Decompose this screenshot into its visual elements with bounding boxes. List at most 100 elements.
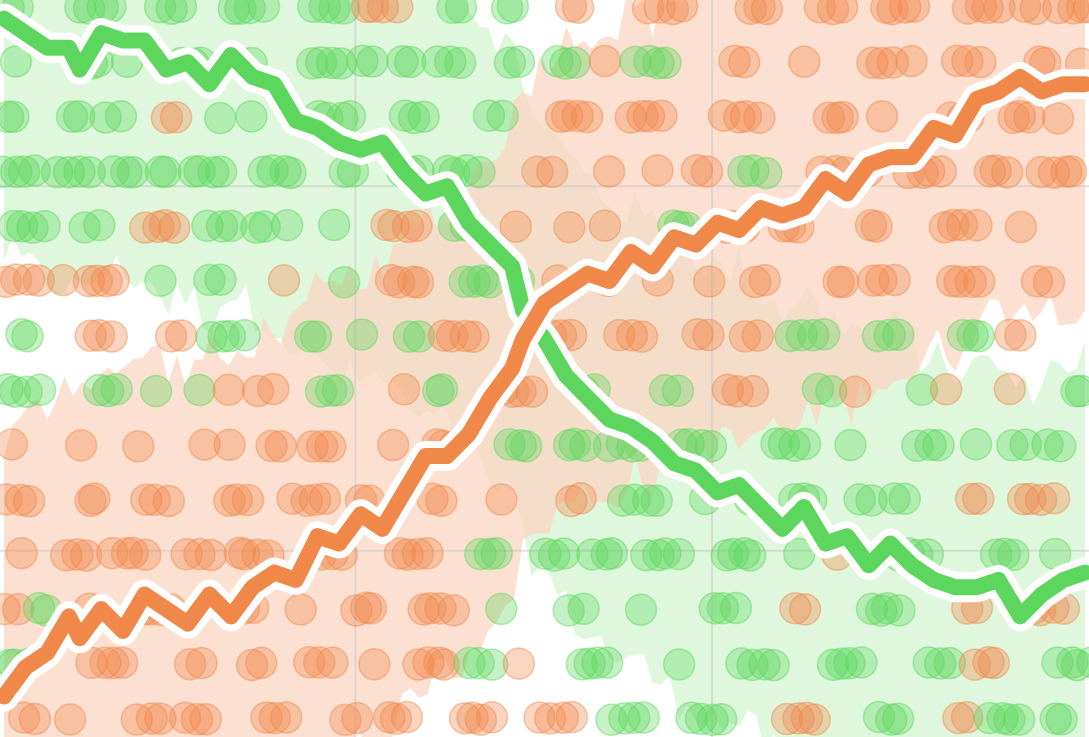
- green-point: [473, 537, 507, 571]
- green-point: [576, 538, 609, 571]
- green-point: [796, 319, 830, 352]
- green-point: [233, 0, 267, 25]
- orange-point: [665, 0, 699, 23]
- green-point: [493, 428, 526, 461]
- green-point: [716, 537, 750, 571]
- green-point: [728, 536, 761, 570]
- orange-point: [22, 264, 56, 297]
- green-point: [912, 646, 945, 679]
- green-point: [619, 45, 652, 79]
- green-point: [997, 538, 1030, 572]
- orange-point: [0, 592, 21, 626]
- green-point: [629, 538, 663, 572]
- orange-point: [723, 101, 756, 134]
- orange-point: [437, 594, 471, 627]
- green-point: [356, 45, 389, 78]
- green-point: [83, 208, 116, 242]
- orange-point: [382, 266, 416, 299]
- green-point: [293, 320, 327, 353]
- orange-point: [553, 210, 586, 244]
- green-point: [485, 592, 518, 626]
- orange-point: [401, 266, 435, 299]
- green-point: [698, 591, 732, 625]
- orange-point: [116, 536, 150, 570]
- green-point: [807, 317, 841, 351]
- orange-point: [380, 0, 414, 24]
- green-point: [662, 648, 696, 681]
- orange-point: [188, 428, 221, 461]
- orange-point: [475, 701, 509, 734]
- orange-point: [448, 702, 482, 735]
- orange-point: [876, 46, 910, 79]
- green-point: [453, 646, 486, 680]
- orange-point: [0, 263, 33, 296]
- orange-point: [865, 46, 898, 80]
- green-point: [100, 372, 133, 406]
- green-point: [642, 46, 675, 80]
- green-point: [1045, 703, 1078, 736]
- green-point: [72, 0, 106, 25]
- green-point: [304, 375, 338, 408]
- orange-point: [284, 593, 317, 626]
- orange-point: [972, 646, 1005, 679]
- orange-point: [391, 538, 424, 571]
- green-point: [549, 47, 582, 80]
- orange-point: [180, 702, 214, 736]
- orange-point: [924, 155, 958, 188]
- orange-point: [865, 263, 898, 297]
- orange-point: [128, 211, 162, 244]
- orange-point: [53, 703, 87, 736]
- green-point: [606, 484, 640, 517]
- orange-point: [95, 320, 128, 353]
- green-point: [18, 154, 51, 187]
- orange-point: [734, 0, 767, 26]
- orange-point: [625, 320, 659, 353]
- orange-point: [821, 101, 854, 135]
- green-point: [317, 208, 351, 242]
- green-point: [733, 539, 767, 572]
- orange-point: [544, 100, 578, 133]
- green-point: [504, 428, 537, 462]
- orange-point: [290, 484, 323, 517]
- orange-point: [122, 430, 155, 463]
- green-point: [493, 46, 527, 79]
- green-point: [801, 372, 835, 406]
- green-point: [901, 429, 934, 462]
- orange-point: [1003, 99, 1037, 133]
- orange-point: [227, 537, 261, 571]
- green-point: [256, 154, 289, 187]
- orange-point: [235, 648, 269, 682]
- orange-point: [1041, 102, 1075, 135]
- green-point: [1064, 374, 1089, 408]
- orange-point: [308, 482, 342, 515]
- orange-point: [316, 646, 349, 679]
- orange-point: [173, 647, 207, 681]
- green-point: [155, 0, 188, 25]
- green-point: [274, 156, 307, 190]
- orange-point: [564, 482, 597, 515]
- green-point: [314, 374, 348, 407]
- orange-point: [945, 208, 979, 242]
- orange-point: [878, 263, 911, 297]
- green-point: [862, 700, 896, 734]
- orange-point: [546, 701, 580, 734]
- orange-point: [681, 317, 714, 351]
- green-point: [318, 0, 351, 25]
- green-point: [767, 427, 801, 460]
- green-point: [785, 318, 818, 352]
- green-point: [205, 210, 239, 243]
- green-point: [624, 593, 658, 626]
- orange-point: [0, 483, 23, 516]
- green-point: [675, 701, 708, 734]
- green-point: [11, 320, 44, 353]
- orange-point: [120, 703, 154, 736]
- green-point: [407, 100, 440, 134]
- orange-point: [721, 375, 754, 408]
- orange-point: [1050, 155, 1083, 189]
- green-point: [1060, 375, 1089, 408]
- green-point: [463, 155, 496, 189]
- green-point: [104, 99, 138, 133]
- orange-point: [349, 591, 383, 624]
- green-point: [558, 427, 591, 461]
- green-point: [0, 155, 33, 189]
